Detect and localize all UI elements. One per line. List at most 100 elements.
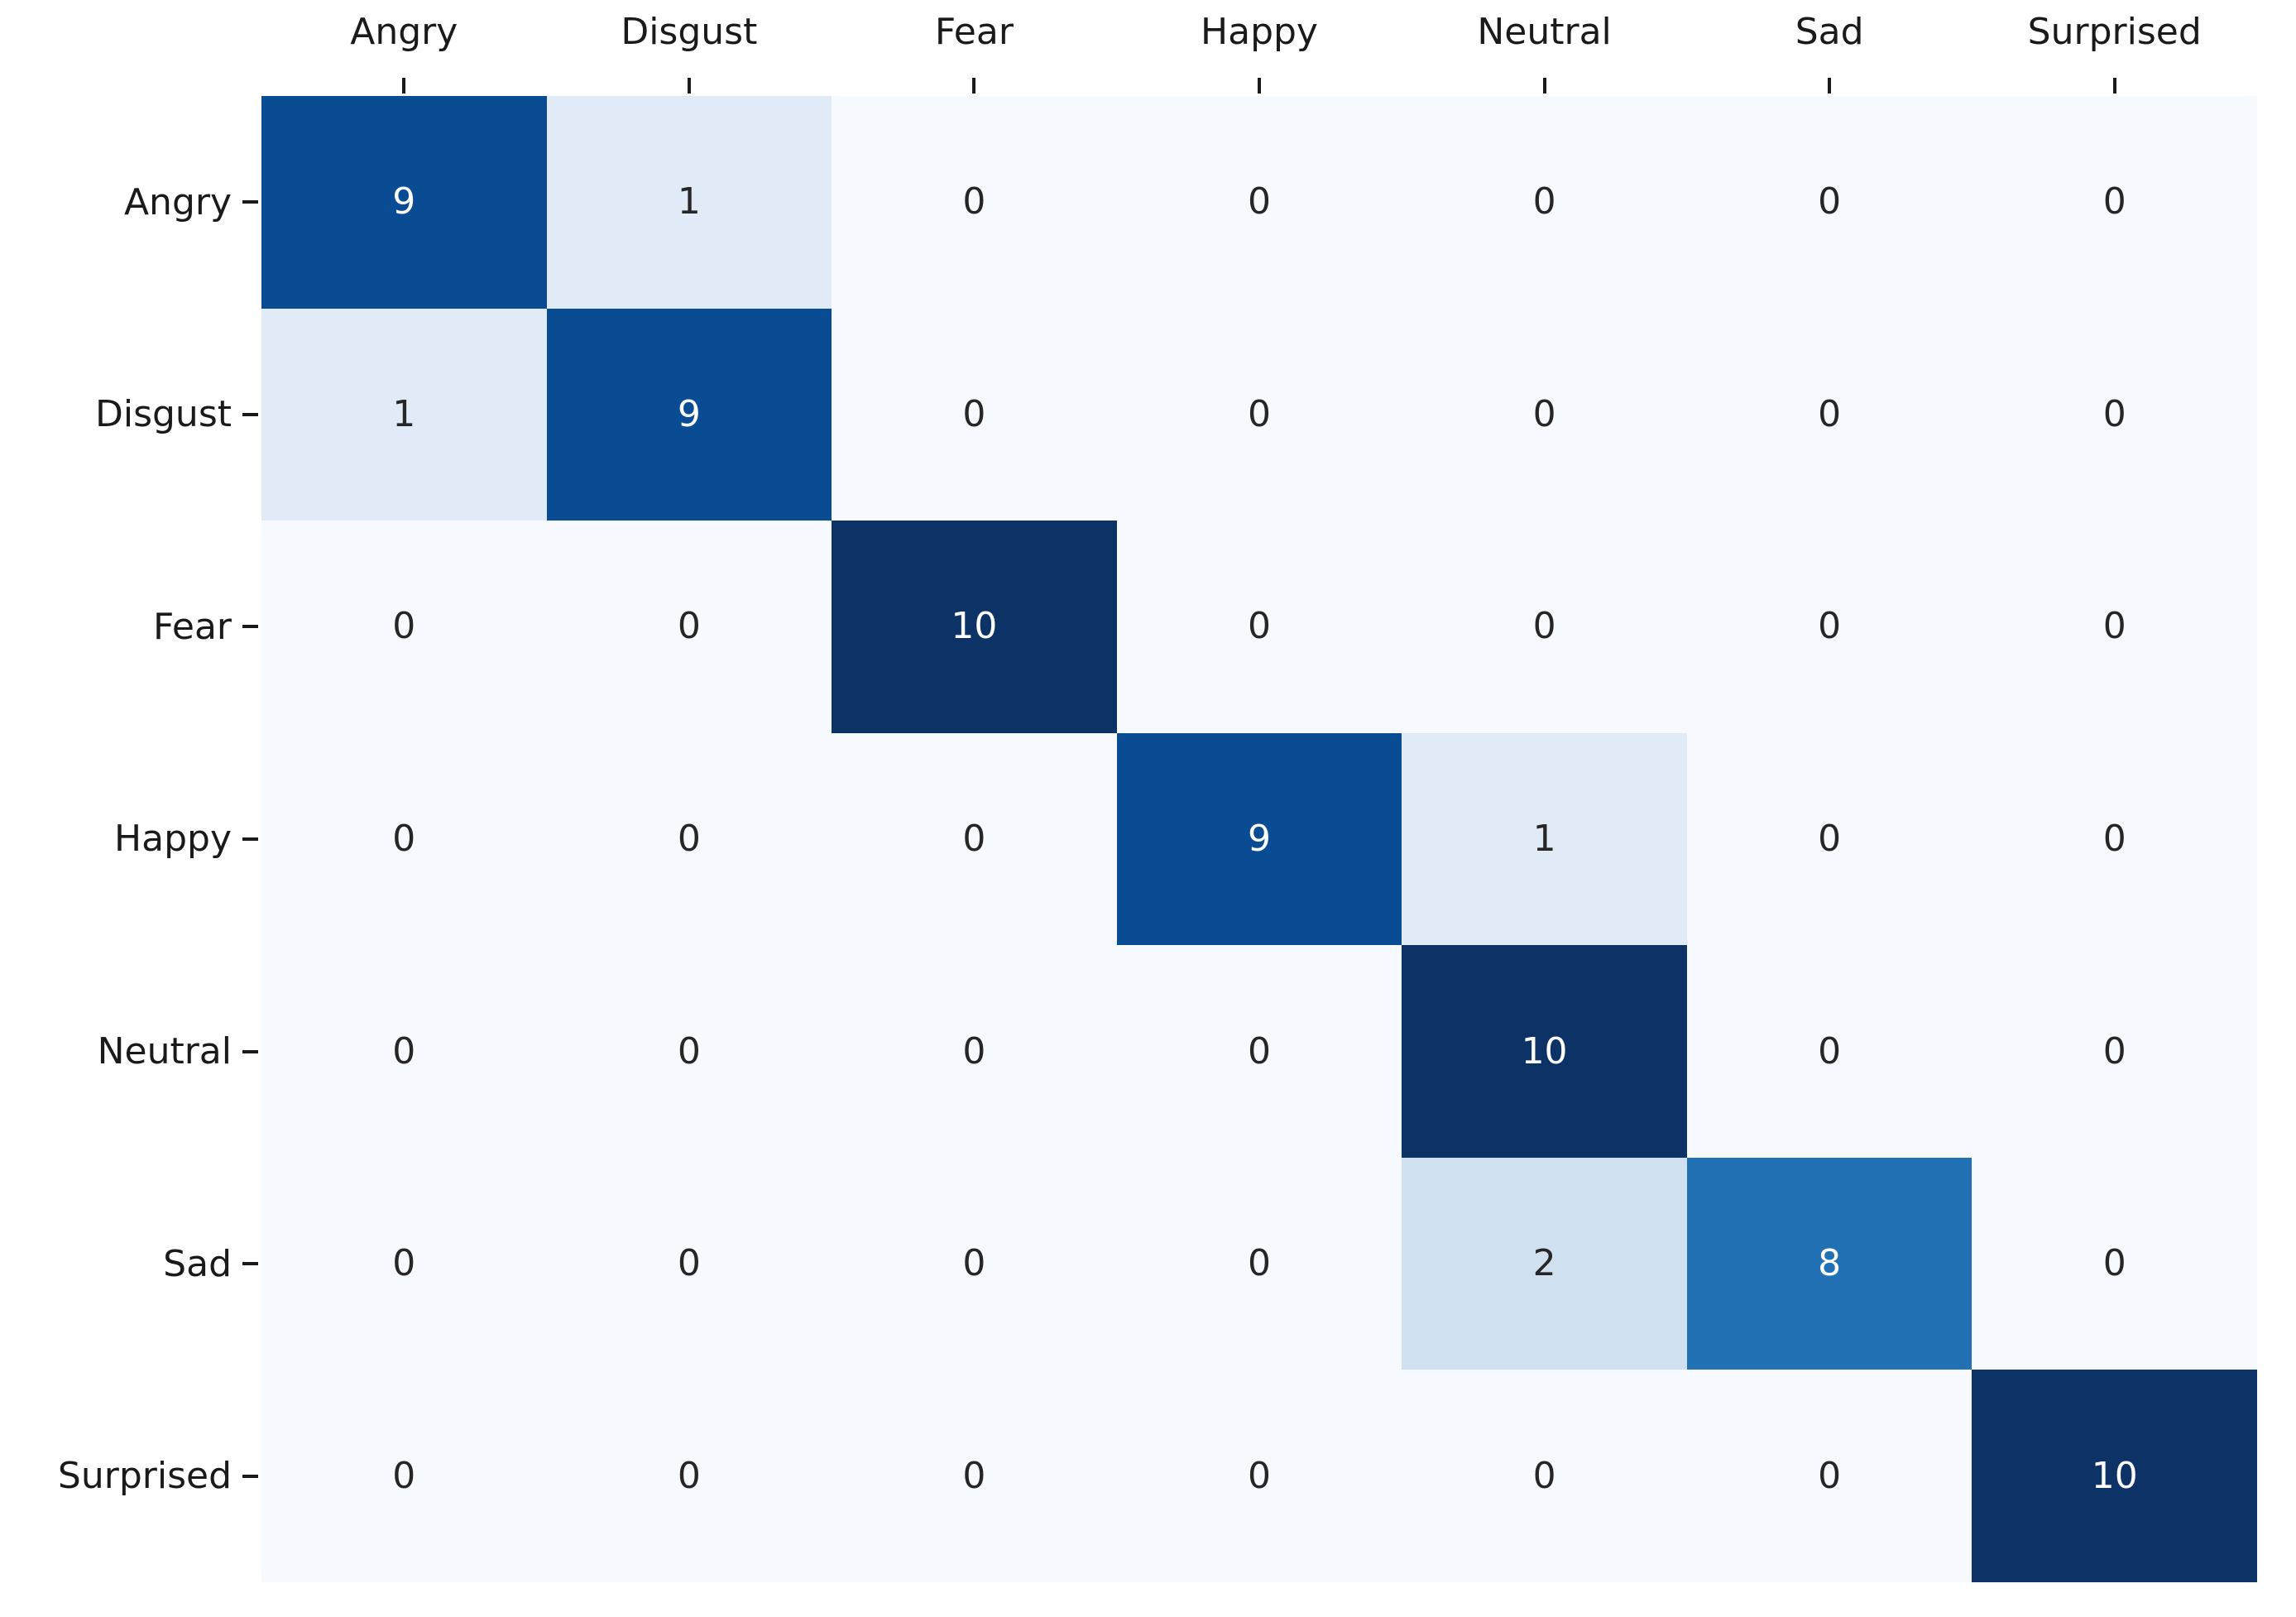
heatmap-cell: 0: [1116, 945, 1402, 1158]
cell-value: 0: [392, 1029, 416, 1072]
heatmap-cell: 0: [261, 1157, 547, 1370]
heatmap-cell: 0: [832, 308, 1117, 521]
cell-value: 0: [1818, 392, 1842, 435]
cell-value: 0: [677, 817, 701, 860]
heatmap-cell: 0: [261, 732, 547, 946]
cell-value: 0: [1818, 1454, 1842, 1497]
heatmap-cell: 1: [1402, 732, 1687, 946]
heatmap-cell: 0: [1686, 308, 1972, 521]
y-tick-label-text: Angry: [123, 180, 232, 223]
y-tick-label: Happy: [0, 732, 261, 946]
y-tick-label: Surprised: [0, 1370, 261, 1582]
cell-value: 0: [392, 1242, 416, 1285]
heatmap-cell: 0: [546, 521, 832, 733]
heatmap-cell: 0: [546, 1157, 832, 1370]
heatmap-cell: 0: [546, 945, 832, 1158]
cell-value: 0: [2102, 392, 2126, 435]
cell-value: 0: [962, 180, 986, 223]
heatmap-cell: 0: [1116, 1157, 1402, 1370]
cell-value: 0: [1532, 180, 1556, 223]
heatmap-cell: 1: [546, 96, 832, 309]
heatmap-cell: 0: [1402, 1370, 1687, 1582]
heatmap-cell: 0: [261, 521, 547, 733]
cell-value: 0: [1818, 180, 1842, 223]
cell-value: 0: [677, 605, 701, 648]
x-tick-label-text: Disgust: [621, 11, 758, 53]
heatmap-cell: 0: [546, 1370, 832, 1582]
x-tick-label-text: Surprised: [2027, 11, 2202, 53]
cell-value: 10: [2091, 1454, 2138, 1497]
y-tick-label: Sad: [0, 1157, 261, 1370]
heatmap-cell: 10: [832, 521, 1117, 733]
heatmap-cell: 0: [546, 732, 832, 946]
y-tick-label: Neutral: [0, 945, 261, 1158]
heatmap-cell: 0: [261, 1370, 547, 1582]
x-tick-label: Fear: [832, 0, 1117, 96]
cell-value: 9: [677, 392, 701, 435]
cell-value: 0: [2102, 605, 2126, 648]
heatmap-cell: 1: [261, 308, 547, 521]
cell-value: 0: [1532, 1454, 1556, 1497]
heatmap-cell: 2: [1402, 1157, 1687, 1370]
x-tick-label-text: Happy: [1201, 11, 1318, 53]
y-tick-label: Angry: [0, 96, 261, 309]
cell-value: 8: [1818, 1242, 1842, 1285]
y-tick-label-text: Happy: [114, 818, 232, 861]
cell-value: 10: [1521, 1029, 1568, 1072]
heatmap-cell: 0: [1972, 96, 2257, 309]
heatmap-cell: 0: [832, 1370, 1117, 1582]
heatmap-cell: 0: [832, 732, 1117, 946]
heatmap-cell: 0: [832, 96, 1117, 309]
x-tick-label: Neutral: [1402, 0, 1687, 96]
cell-value: 0: [1532, 392, 1556, 435]
x-tick-label: Angry: [261, 0, 547, 96]
heatmap-cell: 8: [1686, 1157, 1972, 1370]
heatmap-cell: 10: [1402, 945, 1687, 1158]
cell-value: 9: [392, 180, 416, 223]
y-tick-label-text: Fear: [152, 605, 232, 648]
heatmap-cell: 0: [1116, 521, 1402, 733]
heatmap-cell: 0: [1686, 1370, 1972, 1582]
heatmap-cell: 0: [1972, 732, 2257, 946]
heatmap-cell: 9: [1116, 732, 1402, 946]
cell-value: 0: [962, 1242, 986, 1285]
cell-value: 0: [2102, 1029, 2126, 1072]
heatmap-cell: 0: [1116, 308, 1402, 521]
x-tick-label: Disgust: [546, 0, 832, 96]
cell-value: 0: [962, 817, 986, 860]
cell-value: 0: [1818, 605, 1842, 648]
heatmap-cell: 0: [1686, 945, 1972, 1158]
cell-value: 10: [951, 605, 998, 648]
cell-value: 0: [2102, 1242, 2126, 1285]
y-tick-label-text: Surprised: [57, 1455, 232, 1498]
heatmap-cell: 0: [1402, 521, 1687, 733]
cell-value: 1: [392, 392, 416, 435]
heatmap-cell: 0: [1402, 96, 1687, 309]
cell-value: 0: [1818, 817, 1842, 860]
cell-value: 0: [1247, 605, 1271, 648]
cell-value: 1: [677, 180, 701, 223]
cell-value: 0: [962, 1454, 986, 1497]
y-tick-label-text: Neutral: [97, 1030, 232, 1073]
heatmap-cell: 0: [1972, 1157, 2257, 1370]
y-tick-label: Disgust: [0, 308, 261, 521]
cell-value: 0: [1532, 605, 1556, 648]
cell-value: 0: [392, 817, 416, 860]
cell-value: 0: [677, 1242, 701, 1285]
heatmap-cell: 0: [832, 1157, 1117, 1370]
cell-value: 0: [392, 605, 416, 648]
cell-value: 0: [962, 392, 986, 435]
x-tick-label: Surprised: [1972, 0, 2257, 96]
x-tick-label: Happy: [1116, 0, 1402, 96]
cell-value: 0: [392, 1454, 416, 1497]
heatmap-cell: 0: [832, 945, 1117, 1158]
cell-value: 0: [1818, 1029, 1842, 1072]
heatmap-cell: 0: [1972, 945, 2257, 1158]
cell-value: 0: [1247, 1454, 1271, 1497]
x-tick-label-text: Sad: [1795, 11, 1864, 53]
x-tick-label: Sad: [1686, 0, 1972, 96]
heatmap-cell: 0: [1972, 521, 2257, 733]
heatmap-cell: 0: [1686, 521, 1972, 733]
cell-value: 0: [962, 1029, 986, 1072]
